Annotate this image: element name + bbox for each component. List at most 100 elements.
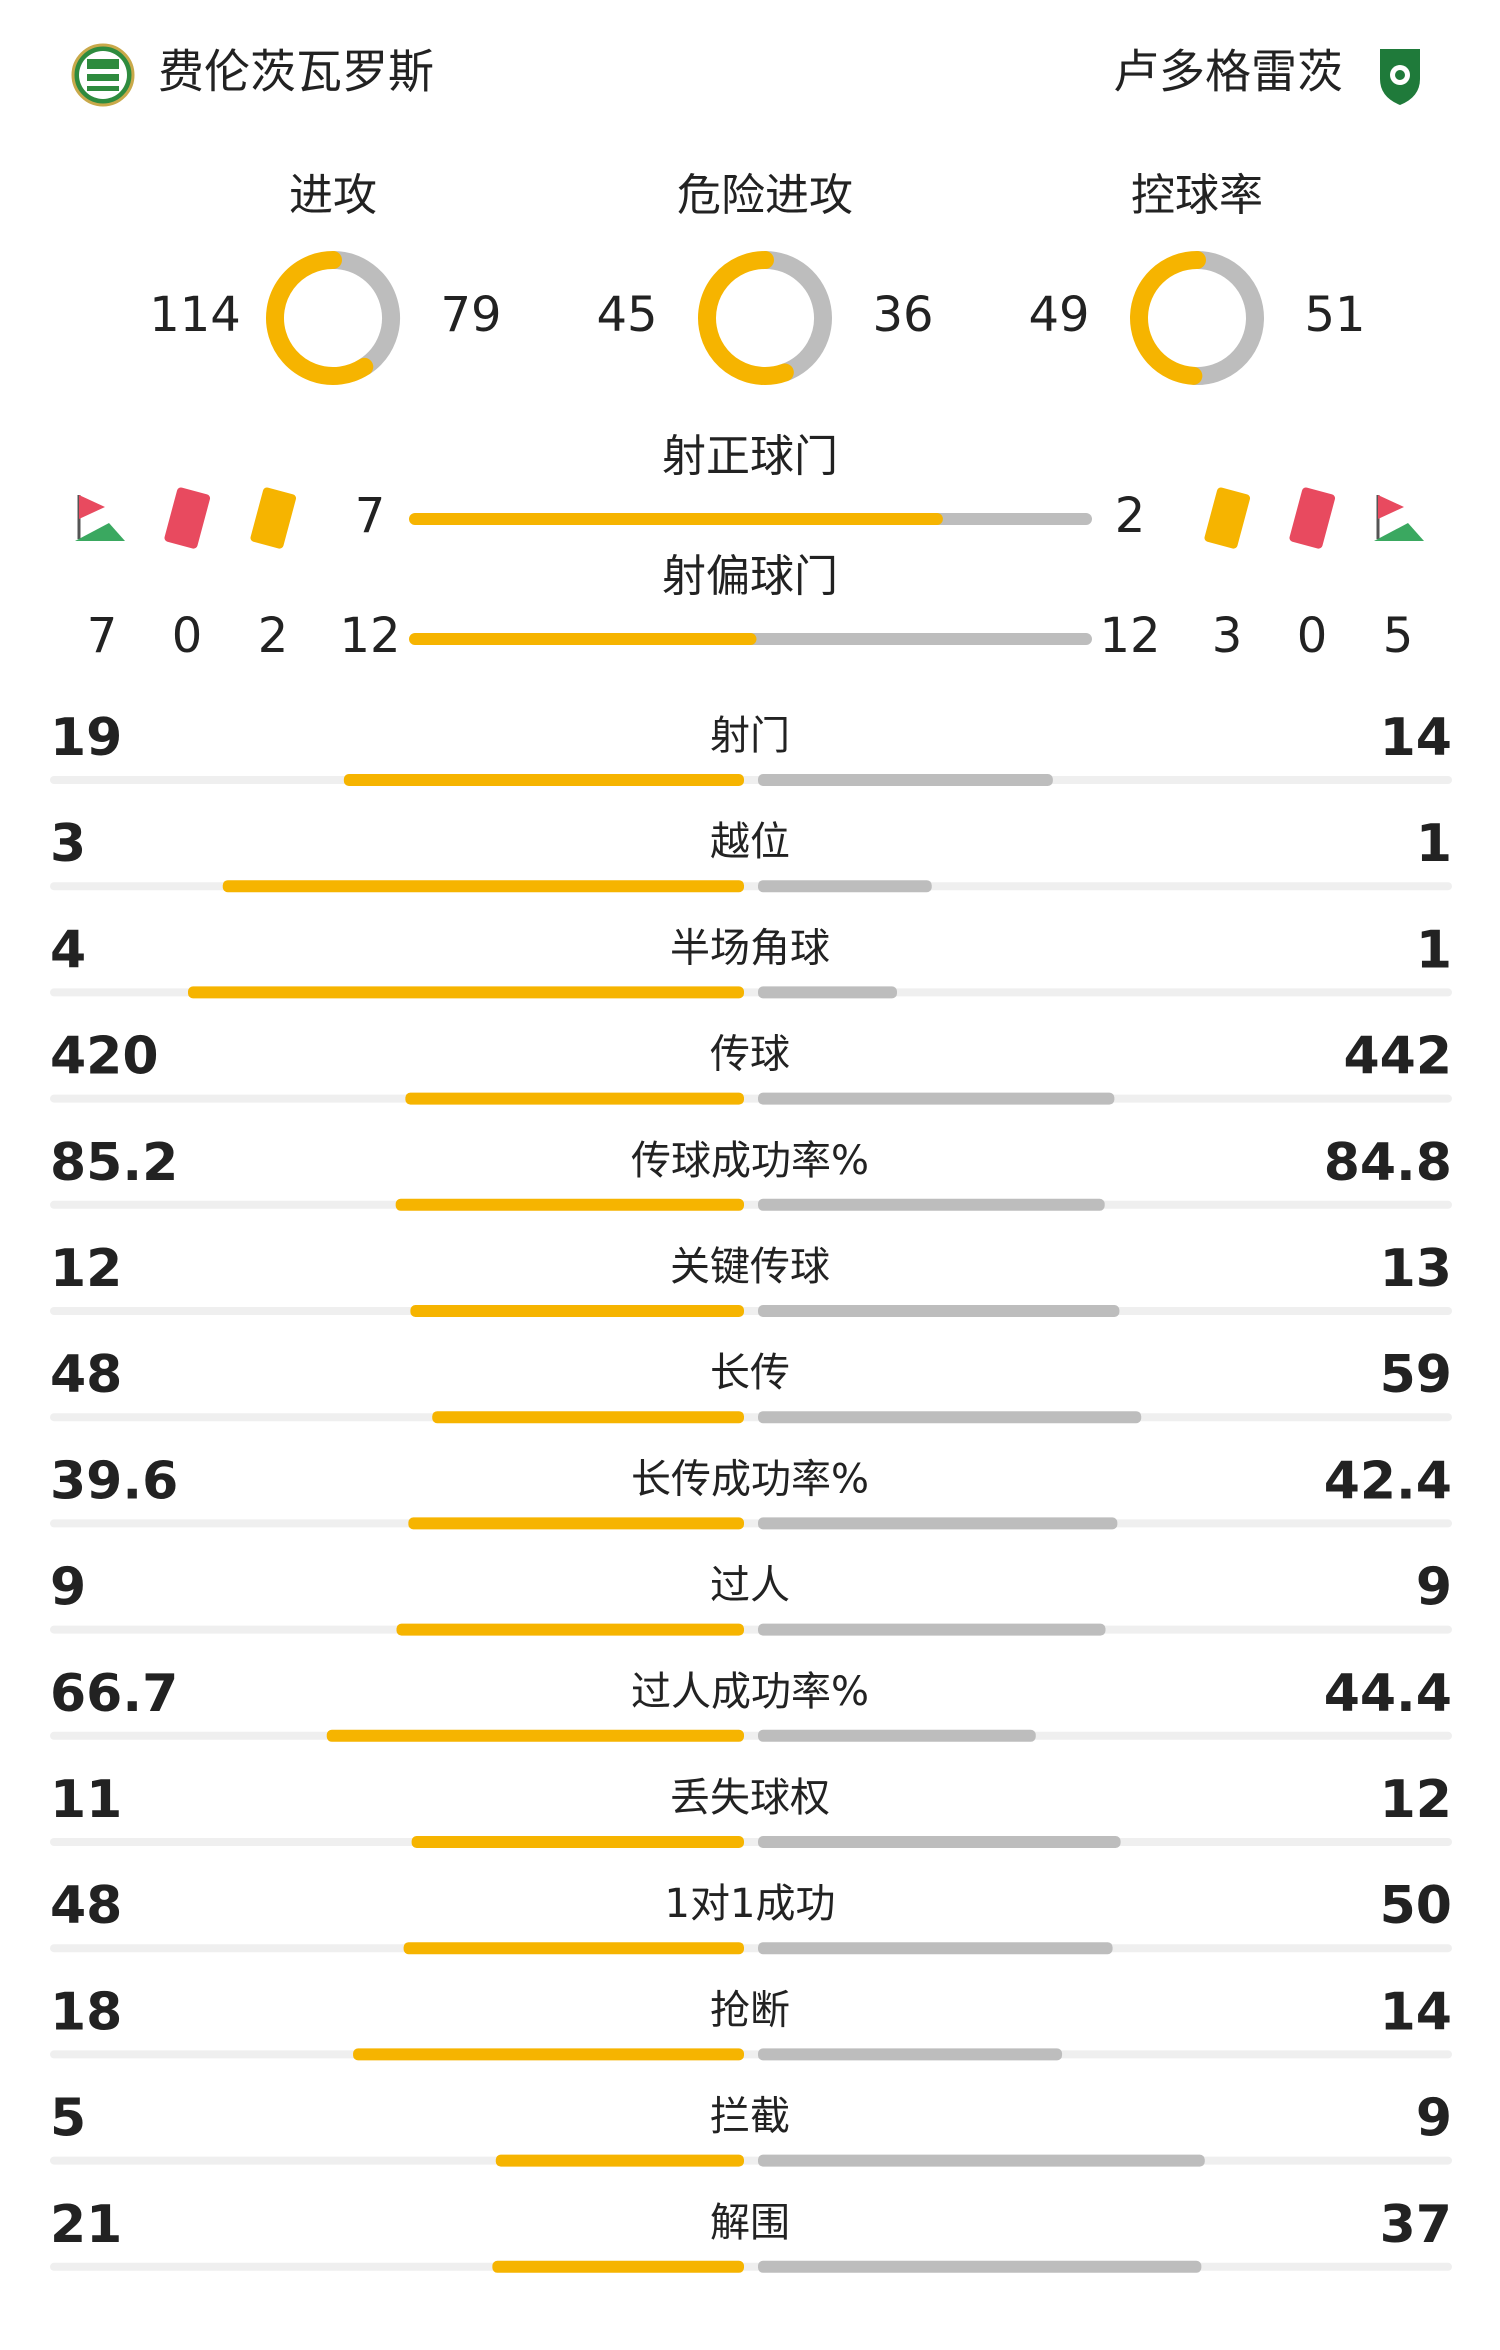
card-count: 5 xyxy=(1383,608,1414,664)
track xyxy=(50,1200,1452,1209)
home-value: 4 xyxy=(50,920,86,980)
track xyxy=(50,1307,1452,1315)
home-value: 19 xyxy=(50,708,122,768)
away-bar xyxy=(758,880,932,893)
away-value: 12 xyxy=(1380,1770,1452,1830)
ring-label: 危险进攻 xyxy=(677,170,853,221)
stat-label: 传球 xyxy=(710,1032,790,1078)
away-bar xyxy=(758,1942,1113,1955)
away-value: 14 xyxy=(1380,1982,1452,2042)
home-value: 5 xyxy=(50,2089,86,2149)
home-arc xyxy=(266,251,374,385)
stat-label: 射门 xyxy=(710,713,790,759)
home-bar xyxy=(411,1836,744,1848)
away-bar xyxy=(758,1517,1118,1530)
home-value: 21 xyxy=(50,2195,122,2255)
track xyxy=(50,1094,1452,1103)
home-bar xyxy=(396,1623,744,1636)
track xyxy=(50,2262,1452,2271)
away-value: 79 xyxy=(440,287,501,343)
home-value: 420 xyxy=(50,1027,159,1087)
away-bar xyxy=(758,986,897,999)
home-value: 7 xyxy=(355,488,386,544)
away-yellow-card-icon xyxy=(1204,487,1251,549)
home-red-card-icon xyxy=(164,487,211,549)
home-value: 48 xyxy=(50,1876,122,1936)
away-bar xyxy=(758,2154,1205,2167)
stat-label: 拦截 xyxy=(710,2094,790,2140)
stat-label: 传球成功率% xyxy=(631,1138,869,1184)
away-value: 59 xyxy=(1380,1345,1452,1405)
home-value: 18 xyxy=(50,1982,122,2042)
card-count: 0 xyxy=(172,608,203,664)
away-value: 9 xyxy=(1416,1558,1452,1618)
home-bar xyxy=(495,2154,744,2167)
card-count: 3 xyxy=(1212,608,1243,664)
away-team-name: 卢多格雷茨 xyxy=(1113,45,1343,99)
track xyxy=(50,776,1452,784)
home-bar xyxy=(188,986,744,999)
home-value: 12 xyxy=(50,1239,122,1299)
home-bar xyxy=(353,2048,744,2061)
away-bar xyxy=(758,774,1053,786)
away-value: 442 xyxy=(1343,1027,1452,1087)
home-yellow-card-icon xyxy=(250,487,297,549)
stat-label: 长传 xyxy=(710,1350,790,1396)
away-value: 37 xyxy=(1380,2195,1452,2255)
track xyxy=(50,2050,1452,2059)
stat-label: 半场角球 xyxy=(670,925,830,971)
home-value: 85.2 xyxy=(50,1133,178,1193)
home-value: 48 xyxy=(50,1345,122,1405)
stat-label: 丢失球权 xyxy=(670,1775,830,1821)
away-bar xyxy=(758,1729,1036,1742)
stat-label: 过人成功率% xyxy=(631,1669,869,1715)
home-value: 12 xyxy=(339,608,400,664)
home-bar xyxy=(395,1198,744,1211)
track xyxy=(50,2156,1452,2165)
home-value: 11 xyxy=(50,1770,122,1830)
home-team-name: 费伦茨瓦罗斯 xyxy=(158,45,434,99)
away-value: 12 xyxy=(1099,608,1160,664)
home-value: 39.6 xyxy=(50,1451,178,1511)
home-bar xyxy=(492,2260,744,2273)
stat-label: 关键传球 xyxy=(670,1244,830,1290)
away-value: 9 xyxy=(1416,2089,1452,2149)
track xyxy=(50,1731,1452,1740)
home-value: 66.7 xyxy=(50,1664,178,1724)
home-bar xyxy=(410,1305,744,1317)
track xyxy=(50,1944,1452,1953)
away-bar xyxy=(758,2260,1202,2273)
away-bar xyxy=(758,1836,1121,1848)
away-red-card-icon xyxy=(1289,487,1336,549)
away-logo xyxy=(1380,49,1420,105)
home-bar xyxy=(403,1942,744,1955)
away-value: 50 xyxy=(1380,1876,1452,1936)
away-value: 1 xyxy=(1416,920,1452,980)
away-arc xyxy=(332,251,400,375)
away-value: 42.4 xyxy=(1324,1451,1452,1511)
away-bar xyxy=(758,1623,1106,1636)
home-value: 49 xyxy=(1028,287,1089,343)
ring-label: 进攻 xyxy=(289,170,377,221)
away-bar xyxy=(758,2048,1063,2061)
stat-label: 越位 xyxy=(710,819,790,865)
home-bar xyxy=(432,1411,744,1424)
home-value: 9 xyxy=(50,1558,86,1618)
track xyxy=(50,1625,1452,1634)
away-value: 44.4 xyxy=(1324,1664,1452,1724)
away-value: 2 xyxy=(1115,488,1146,544)
away-value: 13 xyxy=(1380,1239,1452,1299)
home-arc xyxy=(1130,251,1206,385)
home-arc xyxy=(698,251,794,385)
card-count: 7 xyxy=(87,608,118,664)
home-value: 114 xyxy=(149,287,241,343)
stat-label: 长传成功率% xyxy=(631,1456,869,1502)
shot-label: 射正球门 xyxy=(662,431,838,482)
home-bar xyxy=(408,1517,744,1530)
away-value: 51 xyxy=(1304,287,1365,343)
card-count: 0 xyxy=(1297,608,1328,664)
home-logo xyxy=(71,43,135,107)
home-bar xyxy=(405,1092,744,1105)
